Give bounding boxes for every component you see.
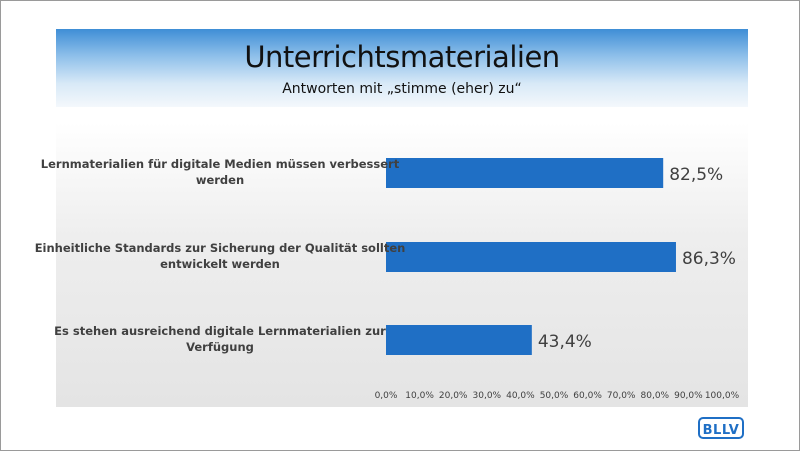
category-label-0-line-1: werden: [196, 173, 244, 187]
x-tick-label-4: 40,0%: [506, 391, 535, 401]
category-label-2-line-0: Es stehen ausreichend digitale Lernmater…: [54, 324, 386, 338]
bar-2: [386, 325, 532, 355]
chart-subtitle: Antworten mit „stimme (eher) zu“: [282, 81, 522, 97]
category-label-1-line-1: entwickelt werden: [160, 257, 280, 271]
value-label-2: 43,4%: [538, 332, 592, 352]
x-tick-label-5: 50,0%: [540, 391, 569, 401]
x-tick-label-3: 30,0%: [473, 391, 502, 401]
title-banner: Unterrichtsmaterialien Antworten mit „st…: [56, 29, 748, 107]
value-label-0: 82,5%: [669, 165, 723, 185]
x-tick-label-0: 0,0%: [375, 391, 398, 401]
value-label-1: 86,3%: [682, 249, 736, 269]
x-tick-label-9: 90,0%: [674, 391, 703, 401]
category-label-2-line-1: Verfügung: [186, 340, 254, 354]
bar-0: [386, 158, 664, 188]
x-tick-label-2: 20,0%: [439, 391, 468, 401]
bar-1: [386, 242, 676, 272]
x-tick-label-8: 80,0%: [641, 391, 670, 401]
x-tick-label-1: 10,0%: [405, 391, 434, 401]
x-tick-label-6: 60,0%: [573, 391, 602, 401]
x-tick-label-10: 100,0%: [705, 391, 740, 401]
category-label-0-line-0: Lernmaterialien für digitale Medien müss…: [41, 157, 400, 171]
category-label-1-line-0: Einheitliche Standards zur Sicherung der…: [35, 241, 406, 255]
logo-text: BLLV: [702, 423, 740, 438]
chart-title: Unterrichtsmaterialien: [244, 40, 560, 74]
x-tick-label-7: 70,0%: [607, 391, 636, 401]
bllv-logo: BLLV: [698, 417, 744, 439]
